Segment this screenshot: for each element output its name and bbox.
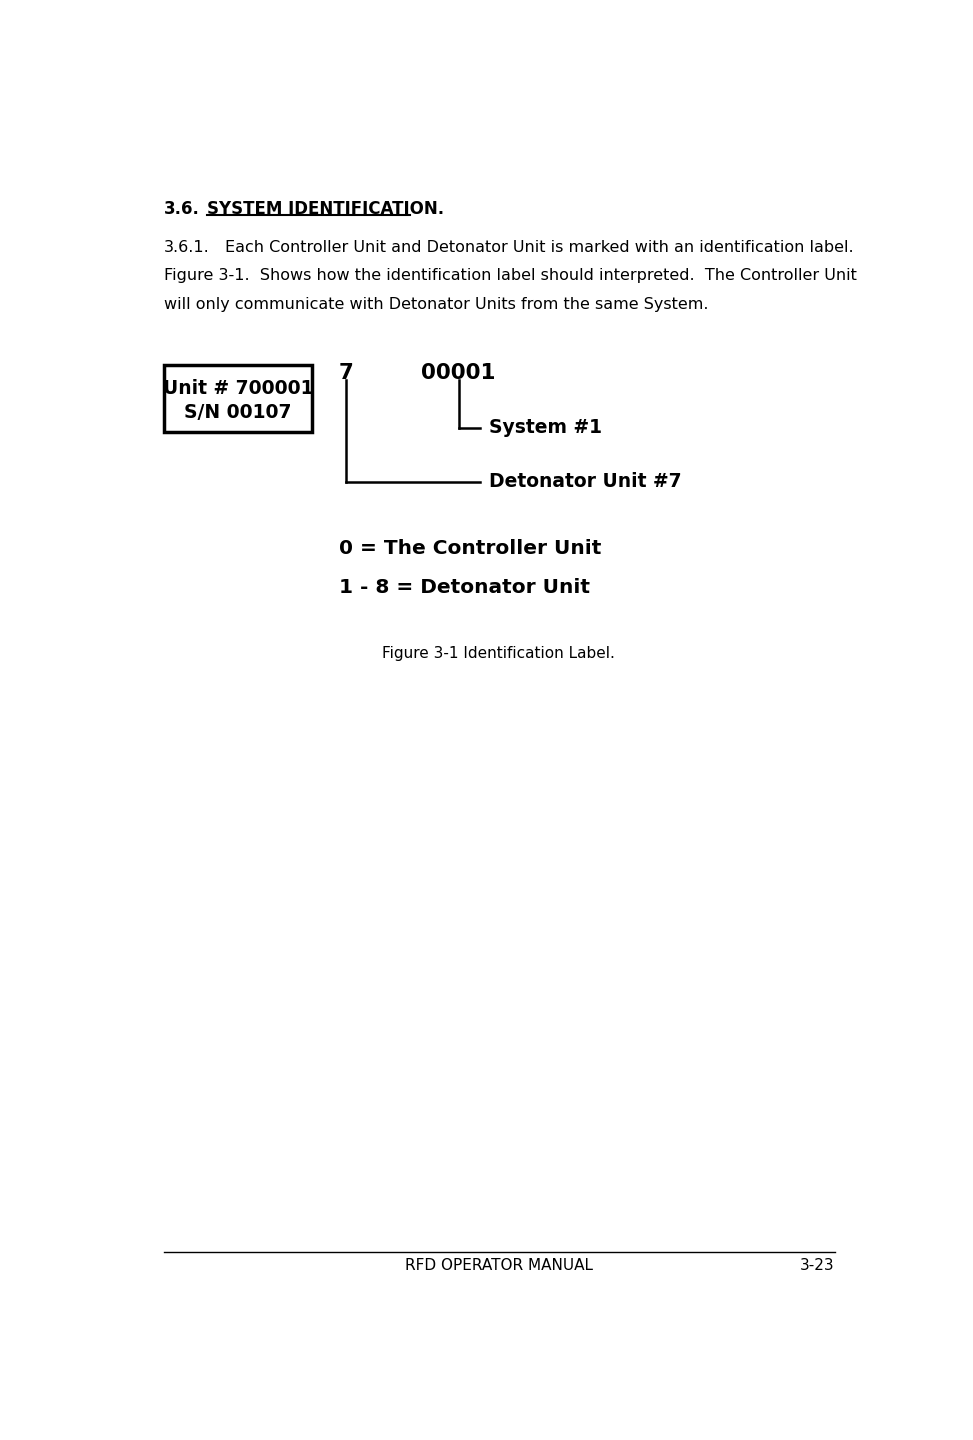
Bar [164,364,311,432]
Text: Unit # 700001: Unit # 700001 [162,379,313,397]
Text: System #1: System #1 [489,418,602,438]
Text: SYSTEM IDENTIFICATION.: SYSTEM IDENTIFICATION. [207,200,444,217]
Text: 3-23: 3-23 [800,1259,835,1273]
Text: S/N 00107: S/N 00107 [184,403,292,422]
Text: Figure 3-1 Identification Label.: Figure 3-1 Identification Label. [382,645,615,661]
Text: 3.6.: 3.6. [164,200,200,217]
Text: will only communicate with Detonator Units from the same System.: will only communicate with Detonator Uni… [164,297,708,312]
Text: 3.6.1.: 3.6.1. [164,240,210,255]
Text: 0 = The Controller Unit: 0 = The Controller Unit [339,540,601,559]
Text: 7: 7 [339,363,354,383]
Text: Figure 3-1.  Shows how the identification label should interpreted.  The Control: Figure 3-1. Shows how the identification… [164,268,857,284]
Text: 00001: 00001 [421,363,496,383]
Text: Detonator Unit #7: Detonator Unit #7 [489,472,682,491]
Text: 1 - 8 = Detonator Unit: 1 - 8 = Detonator Unit [339,577,590,596]
Text: Each Controller Unit and Detonator Unit is marked with an identification label.: Each Controller Unit and Detonator Unit … [225,240,853,255]
Text: RFD OPERATOR MANUAL: RFD OPERATOR MANUAL [405,1259,593,1273]
